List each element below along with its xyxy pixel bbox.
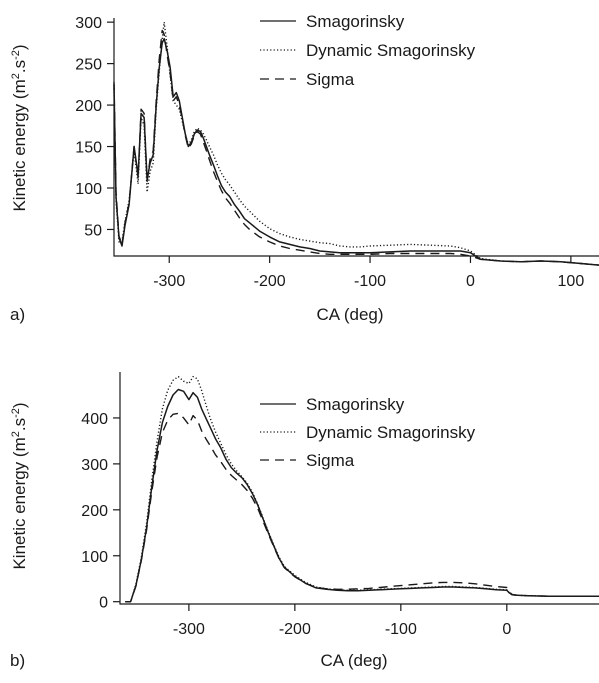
x-tick-label: -100 — [385, 621, 417, 638]
y-tick-label: 100 — [81, 549, 108, 566]
series-line-sigma — [125, 412, 599, 603]
legend-label: Dynamic Smagorinsky — [306, 423, 476, 442]
legend-label: Smagorinsky — [306, 12, 405, 31]
y-tick-label: 200 — [75, 98, 102, 115]
series-line-sigma — [113, 29, 599, 266]
x-tick-label: -300 — [173, 621, 205, 638]
panel-b-y-ticks: 0 100 200 300 400 — [81, 411, 120, 612]
panel-a-ylabel-sup2: -2 — [10, 50, 22, 60]
panel-a-plot-lines — [113, 21, 599, 266]
x-tick-label: 0 — [502, 621, 511, 638]
y-tick-label: 400 — [81, 411, 108, 428]
legend-label: Sigma — [306, 451, 355, 470]
panel-a-label: a) — [10, 305, 25, 324]
y-tick-label: 200 — [81, 503, 108, 520]
x-tick-label: 0 — [466, 273, 475, 290]
panel-a-x-axis-title: CA (deg) — [316, 305, 383, 324]
panel-b-y-axis-title: Kinetic energy (m2.s-2) — [10, 402, 29, 569]
panel-b-legend: Smagorinsky Dynamic Smagorinsky Sigma — [260, 395, 476, 470]
panel-a: 50 100 150 200 250 300 -300 -200 -100 0 100 Kinet… — [10, 12, 599, 324]
panel-a-x-ticks: -300 -200 -100 0 100 — [153, 256, 584, 290]
series-line-smagorinsky — [125, 388, 599, 603]
x-tick-label: -200 — [254, 273, 286, 290]
panel-a-axes — [113, 18, 599, 257]
y-tick-label: 300 — [75, 15, 102, 32]
x-tick-label: -300 — [153, 273, 185, 290]
panel-b-axes — [119, 372, 599, 605]
panel-b-ylabel-sup2: -2 — [10, 408, 22, 418]
series-line-smagorinsky — [113, 37, 599, 266]
series-line-dynamic-smagorinsky — [125, 375, 599, 603]
panel-b-ylabel-sup1: 2 — [10, 431, 22, 437]
legend-label: Sigma — [306, 70, 355, 89]
panel-a-y-axis-title: Kinetic energy (m2.s-2) — [10, 44, 29, 211]
panel-b: 0 100 200 300 400 -300 -200 -100 0 Kinetic ener… — [10, 372, 599, 670]
y-tick-label: 300 — [81, 457, 108, 474]
y-tick-label: 100 — [75, 181, 102, 198]
x-tick-label: 100 — [558, 273, 585, 290]
panel-a-ylabel-sup1: 2 — [10, 73, 22, 79]
panel-b-x-axis-title: CA (deg) — [320, 651, 387, 670]
y-tick-label: 0 — [99, 595, 108, 612]
y-tick-label: 250 — [75, 57, 102, 74]
panel-b-plot-lines — [125, 375, 599, 603]
panel-a-legend: Smagorinsky Dynamic Smagorinsky Sigma — [260, 12, 476, 89]
y-tick-label: 50 — [84, 222, 102, 239]
legend-label: Smagorinsky — [306, 395, 405, 414]
y-tick-label: 150 — [75, 140, 102, 157]
legend-label: Dynamic Smagorinsky — [306, 41, 476, 60]
panel-b-x-ticks: -300 -200 -100 0 — [173, 604, 511, 638]
x-tick-label: -100 — [354, 273, 386, 290]
panel-a-y-ticks: 50 100 150 200 250 300 — [75, 15, 114, 239]
x-tick-label: -200 — [279, 621, 311, 638]
panel-b-label: b) — [10, 651, 25, 670]
